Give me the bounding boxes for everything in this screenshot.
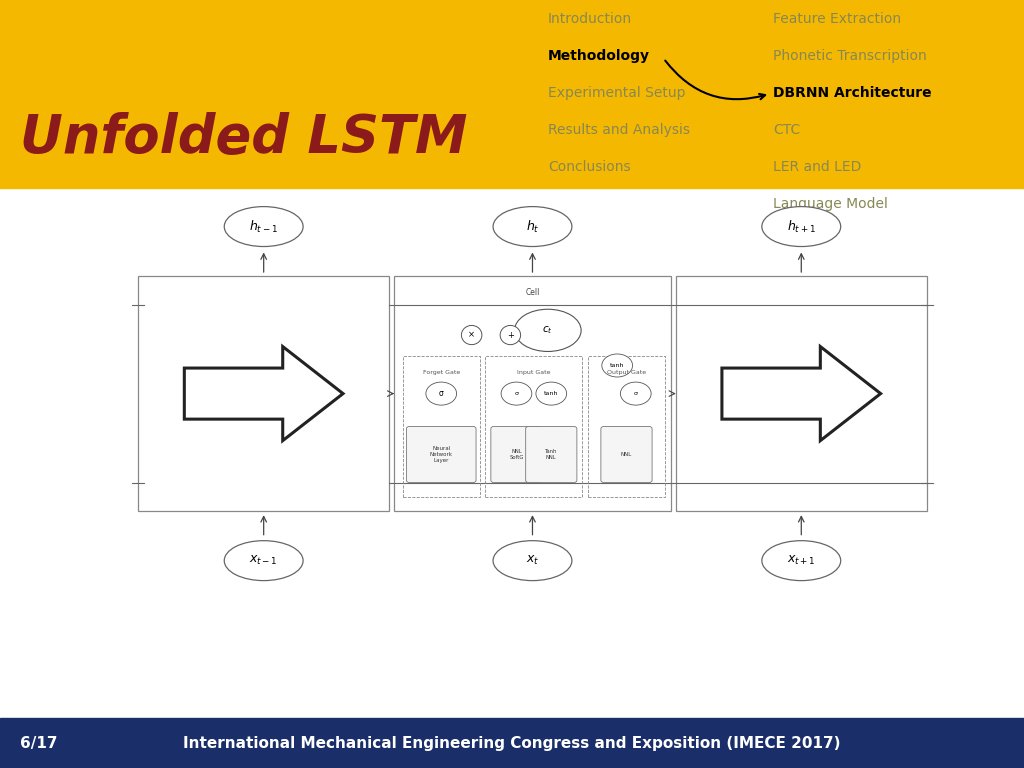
- Text: Experimental Setup: Experimental Setup: [548, 86, 685, 100]
- Bar: [0, 0, 1024, 188]
- Ellipse shape: [514, 310, 582, 352]
- FancyBboxPatch shape: [490, 426, 542, 482]
- Text: LER and LED: LER and LED: [773, 160, 861, 174]
- Ellipse shape: [426, 382, 457, 406]
- Text: Cell: Cell: [525, 288, 540, 297]
- Text: DBRNN Architecture: DBRNN Architecture: [773, 86, 932, 100]
- Text: CTC: CTC: [773, 123, 801, 137]
- Ellipse shape: [762, 207, 841, 247]
- Ellipse shape: [224, 207, 303, 247]
- Text: $h_{t+1}$: $h_{t+1}$: [786, 219, 816, 234]
- Ellipse shape: [762, 541, 841, 581]
- Ellipse shape: [494, 207, 571, 247]
- Ellipse shape: [462, 326, 482, 345]
- Text: 6/17: 6/17: [20, 736, 58, 751]
- Text: +: +: [507, 330, 514, 339]
- FancyBboxPatch shape: [525, 426, 577, 482]
- Text: tanh: tanh: [544, 391, 558, 396]
- Text: Tanh
NNL: Tanh NNL: [545, 449, 557, 460]
- Bar: [0, 718, 1024, 768]
- Ellipse shape: [500, 326, 520, 345]
- Text: $x_{t+1}$: $x_{t+1}$: [787, 554, 815, 568]
- Text: σ: σ: [514, 391, 518, 396]
- Ellipse shape: [602, 354, 633, 377]
- Text: Neural
Network
Layer: Neural Network Layer: [430, 446, 453, 463]
- Ellipse shape: [501, 382, 531, 406]
- Text: Results and Analysis: Results and Analysis: [548, 123, 690, 137]
- Text: Input Gate: Input Gate: [517, 370, 551, 375]
- Ellipse shape: [224, 541, 303, 581]
- Text: Forget Gate: Forget Gate: [423, 370, 460, 375]
- Text: NNL: NNL: [621, 452, 632, 457]
- FancyBboxPatch shape: [407, 426, 476, 482]
- Text: $h_{t-1}$: $h_{t-1}$: [249, 219, 279, 234]
- Polygon shape: [184, 346, 343, 441]
- Text: $h_t$: $h_t$: [525, 219, 540, 234]
- Ellipse shape: [494, 541, 571, 581]
- Text: Conclusions: Conclusions: [548, 160, 631, 174]
- Ellipse shape: [621, 382, 651, 406]
- Text: Methodology: Methodology: [548, 49, 650, 63]
- Bar: [676, 276, 927, 511]
- Text: Language Model: Language Model: [773, 197, 888, 210]
- Text: $x_t$: $x_t$: [525, 554, 540, 568]
- Text: $c_t$: $c_t$: [543, 324, 553, 336]
- Text: ×: ×: [468, 330, 475, 339]
- Text: σ: σ: [634, 391, 638, 396]
- Text: Unfolded LSTM: Unfolded LSTM: [20, 112, 468, 164]
- Bar: [402, 356, 480, 497]
- Text: Phonetic Transcription: Phonetic Transcription: [773, 49, 927, 63]
- Text: Output Gate: Output Gate: [607, 370, 646, 375]
- Text: $x_{t-1}$: $x_{t-1}$: [250, 554, 278, 568]
- Bar: [588, 356, 666, 497]
- Ellipse shape: [536, 382, 566, 406]
- Text: International Mechanical Engineering Congress and Exposition (IMECE 2017): International Mechanical Engineering Con…: [183, 736, 841, 751]
- Bar: [394, 276, 671, 511]
- Bar: [138, 276, 389, 511]
- Text: Introduction: Introduction: [548, 12, 632, 26]
- Text: tanh: tanh: [610, 363, 625, 368]
- Text: σ: σ: [439, 389, 443, 398]
- FancyBboxPatch shape: [601, 426, 652, 482]
- Text: Feature Extraction: Feature Extraction: [773, 12, 901, 26]
- Text: NNL
SoftG: NNL SoftG: [509, 449, 523, 460]
- Bar: [485, 356, 583, 497]
- Polygon shape: [722, 346, 881, 441]
